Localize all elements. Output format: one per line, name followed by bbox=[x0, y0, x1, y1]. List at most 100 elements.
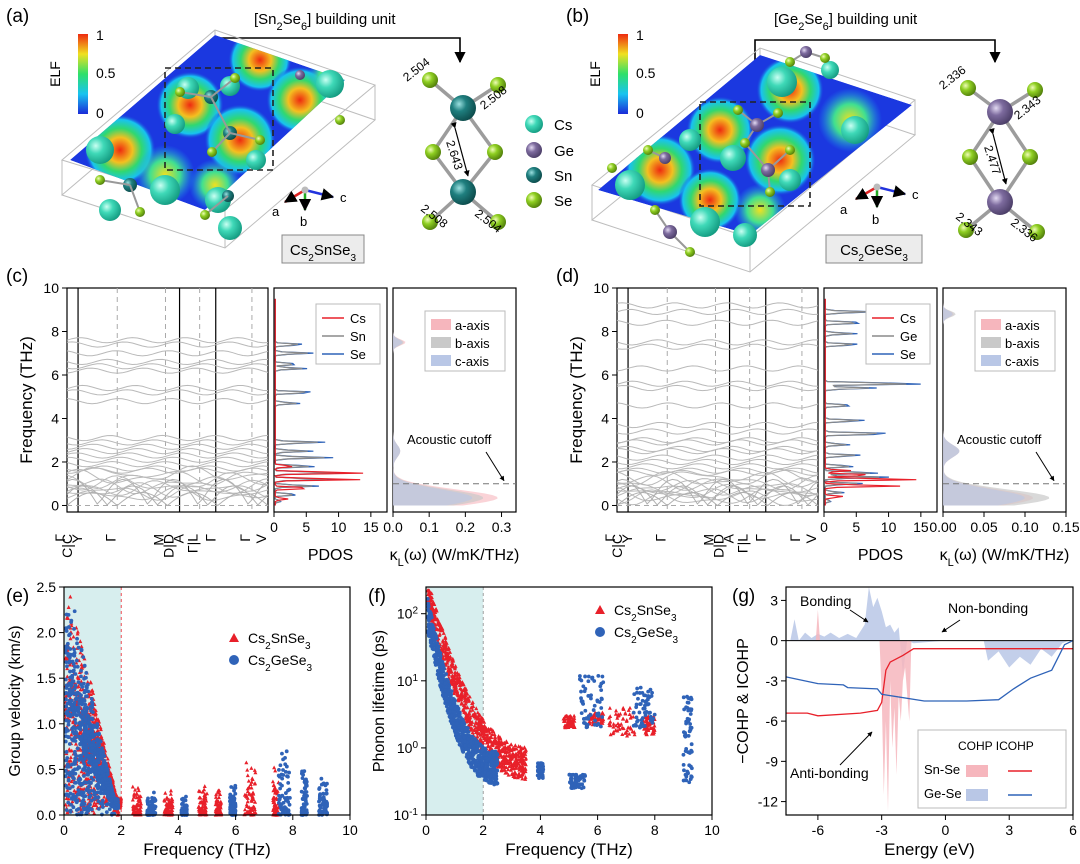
x-tick-label: 0.2 bbox=[456, 519, 476, 535]
data-point bbox=[72, 735, 77, 740]
data-point bbox=[434, 608, 439, 613]
data-point bbox=[95, 722, 100, 726]
elf-colorbar bbox=[78, 34, 88, 114]
data-point bbox=[229, 785, 234, 789]
data-point bbox=[84, 753, 88, 758]
data-point bbox=[611, 721, 616, 726]
data-point bbox=[501, 741, 506, 745]
kpath-label: M bbox=[150, 534, 166, 546]
data-point bbox=[449, 705, 454, 710]
data-point bbox=[88, 781, 92, 785]
data-point bbox=[66, 778, 71, 782]
data-point bbox=[76, 676, 81, 681]
legend-swatch bbox=[431, 337, 451, 348]
data-point bbox=[613, 728, 618, 733]
data-point bbox=[81, 655, 86, 660]
data-point bbox=[523, 777, 528, 781]
data-point bbox=[79, 668, 83, 673]
data-point bbox=[168, 802, 173, 807]
panel-b-letter: (b) bbox=[566, 6, 589, 27]
data-point bbox=[599, 697, 604, 701]
data-point bbox=[476, 763, 481, 767]
data-point bbox=[102, 758, 107, 763]
data-point bbox=[616, 712, 621, 717]
data-point bbox=[74, 696, 79, 701]
data-point bbox=[69, 762, 74, 767]
data-point bbox=[608, 723, 613, 728]
phonon-band bbox=[66, 439, 269, 446]
x-tick-label: 0.10 bbox=[1011, 519, 1038, 535]
data-point bbox=[652, 730, 657, 734]
data-point bbox=[76, 645, 81, 650]
phonon-band bbox=[66, 479, 269, 496]
data-point bbox=[466, 747, 471, 752]
data-point bbox=[82, 690, 87, 695]
data-point bbox=[649, 716, 654, 721]
data-point bbox=[203, 808, 208, 813]
phonon-band bbox=[66, 478, 269, 495]
kpath-label: Γ bbox=[652, 534, 668, 542]
data-point bbox=[522, 745, 527, 749]
selection-box-a bbox=[164, 67, 274, 171]
data-point bbox=[462, 735, 467, 740]
data-point bbox=[478, 732, 483, 737]
data-point bbox=[597, 700, 602, 704]
data-point bbox=[67, 659, 72, 663]
data-point bbox=[217, 808, 222, 813]
data-point bbox=[487, 753, 492, 758]
data-point bbox=[627, 731, 632, 736]
data-point bbox=[644, 717, 649, 722]
data-point bbox=[231, 802, 235, 806]
x-tick-label: 5 bbox=[852, 519, 860, 535]
data-point bbox=[599, 688, 604, 692]
formula-a: Cs2SnSe3 bbox=[290, 242, 357, 264]
data-point bbox=[441, 643, 446, 648]
data-point bbox=[598, 724, 603, 729]
y-tick-label: 4 bbox=[51, 410, 59, 426]
elf-tick-0: 0 bbox=[96, 105, 104, 121]
phonon-band bbox=[616, 483, 819, 499]
data-point bbox=[136, 785, 141, 790]
data-point bbox=[648, 710, 652, 715]
data-point bbox=[440, 693, 445, 697]
data-point bbox=[79, 682, 84, 687]
data-point bbox=[92, 811, 97, 815]
data-point bbox=[130, 784, 135, 789]
data-point bbox=[202, 804, 207, 809]
data-point bbox=[130, 797, 135, 802]
data-point bbox=[93, 772, 98, 777]
data-point bbox=[562, 723, 567, 728]
data-point bbox=[480, 748, 485, 753]
data-point bbox=[145, 798, 150, 803]
data-point bbox=[218, 792, 223, 797]
data-point bbox=[63, 793, 68, 797]
data-point bbox=[438, 657, 443, 662]
data-point bbox=[80, 799, 85, 804]
data-point bbox=[100, 770, 104, 775]
data-point bbox=[72, 626, 76, 631]
data-point bbox=[287, 770, 291, 775]
data-point bbox=[490, 729, 495, 734]
data-point bbox=[91, 777, 96, 782]
data-point bbox=[130, 811, 135, 816]
legend-label: c-axis bbox=[1005, 354, 1039, 369]
data-point bbox=[519, 768, 524, 773]
phonon-band bbox=[66, 384, 269, 392]
formula-box-a bbox=[281, 234, 365, 264]
data-point bbox=[626, 708, 631, 712]
data-point bbox=[435, 621, 440, 626]
data-point bbox=[72, 767, 77, 772]
data-point bbox=[301, 769, 306, 774]
data-point bbox=[625, 733, 630, 738]
data-point bbox=[523, 757, 528, 761]
data-point bbox=[79, 802, 84, 807]
x-tick-label: 0.15 bbox=[1052, 519, 1079, 535]
data-point bbox=[75, 631, 80, 636]
data-point bbox=[613, 711, 618, 716]
data-point bbox=[250, 806, 255, 811]
data-point bbox=[518, 749, 523, 753]
data-point bbox=[278, 803, 283, 808]
data-point bbox=[89, 709, 93, 713]
data-point bbox=[76, 788, 81, 793]
data-point bbox=[469, 727, 474, 731]
